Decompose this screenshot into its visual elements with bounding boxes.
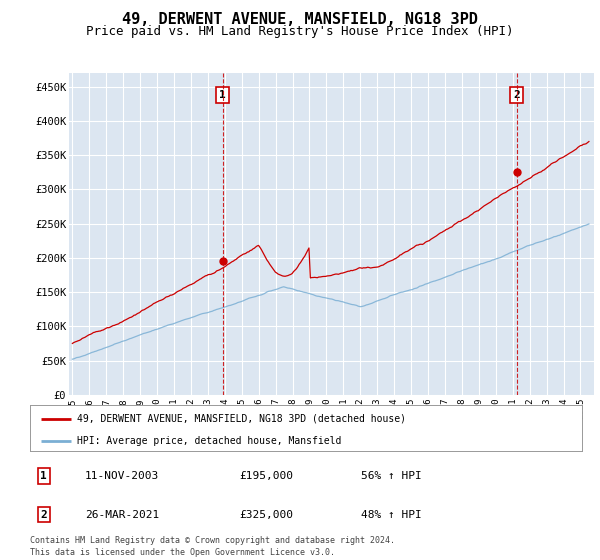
Text: £195,000: £195,000	[240, 471, 294, 481]
Text: £325,000: £325,000	[240, 510, 294, 520]
Text: 48% ↑ HPI: 48% ↑ HPI	[361, 510, 422, 520]
Text: 26-MAR-2021: 26-MAR-2021	[85, 510, 160, 520]
Text: 49, DERWENT AVENUE, MANSFIELD, NG18 3PD (detached house): 49, DERWENT AVENUE, MANSFIELD, NG18 3PD …	[77, 414, 406, 424]
Text: This data is licensed under the Open Government Licence v3.0.: This data is licensed under the Open Gov…	[30, 548, 335, 557]
Text: 11-NOV-2003: 11-NOV-2003	[85, 471, 160, 481]
Text: HPI: Average price, detached house, Mansfield: HPI: Average price, detached house, Mans…	[77, 436, 341, 446]
Text: Price paid vs. HM Land Registry's House Price Index (HPI): Price paid vs. HM Land Registry's House …	[86, 25, 514, 38]
Text: 56% ↑ HPI: 56% ↑ HPI	[361, 471, 422, 481]
Text: 1: 1	[40, 471, 47, 481]
Text: 2: 2	[40, 510, 47, 520]
Text: Contains HM Land Registry data © Crown copyright and database right 2024.: Contains HM Land Registry data © Crown c…	[30, 536, 395, 545]
Text: 1: 1	[219, 90, 226, 100]
Text: 49, DERWENT AVENUE, MANSFIELD, NG18 3PD: 49, DERWENT AVENUE, MANSFIELD, NG18 3PD	[122, 12, 478, 27]
Text: 2: 2	[513, 90, 520, 100]
